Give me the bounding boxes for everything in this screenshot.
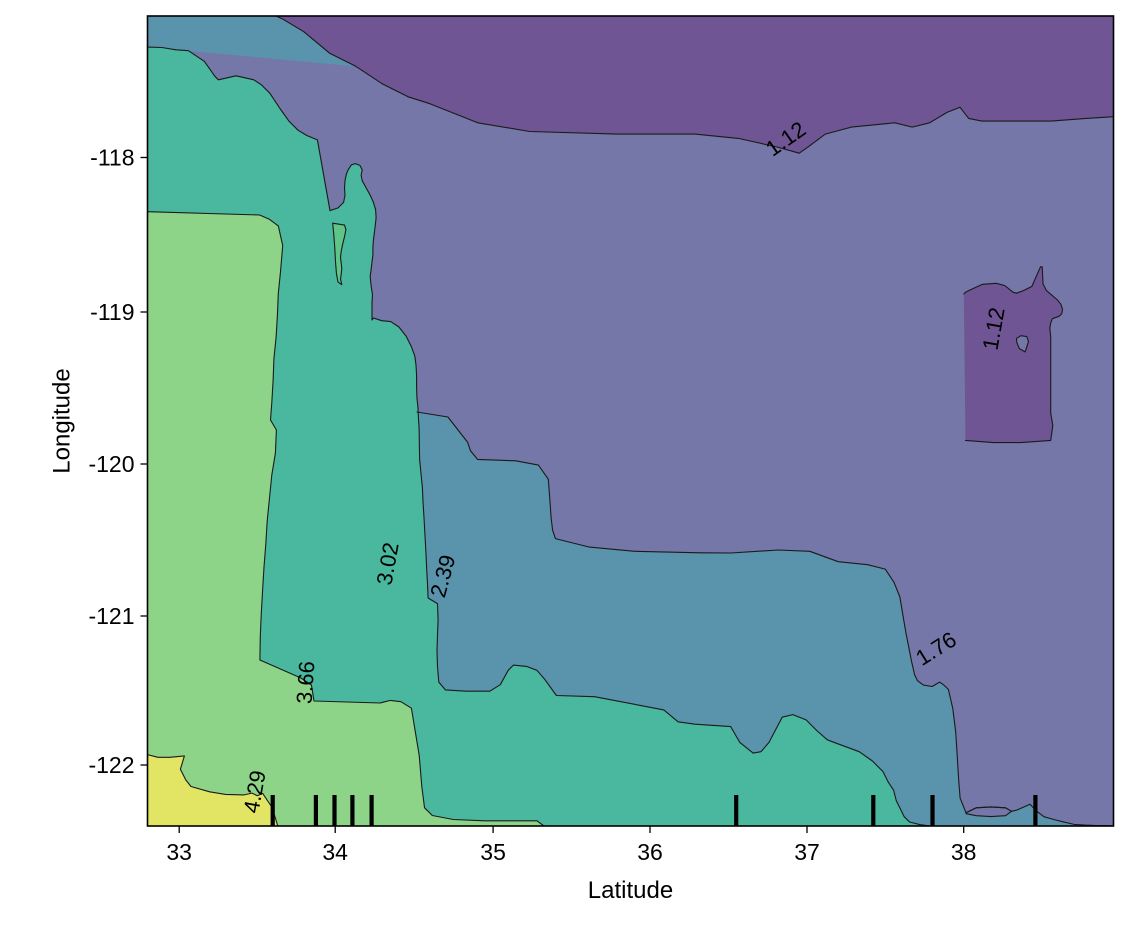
svg-text:33: 33 xyxy=(166,839,192,865)
svg-text:36: 36 xyxy=(637,839,663,865)
svg-text:38: 38 xyxy=(951,839,977,865)
svg-text:-120: -120 xyxy=(88,451,134,477)
svg-text:37: 37 xyxy=(794,839,820,865)
svg-text:-122: -122 xyxy=(88,752,134,778)
svg-text:-119: -119 xyxy=(90,299,134,325)
svg-text:3.66: 3.66 xyxy=(292,660,320,704)
svg-text:Latitude: Latitude xyxy=(588,877,673,904)
svg-text:34: 34 xyxy=(322,839,348,865)
svg-text:-121: -121 xyxy=(88,603,134,629)
svg-text:-118: -118 xyxy=(90,145,134,171)
svg-text:Longitude: Longitude xyxy=(49,368,76,473)
svg-text:35: 35 xyxy=(480,839,506,865)
